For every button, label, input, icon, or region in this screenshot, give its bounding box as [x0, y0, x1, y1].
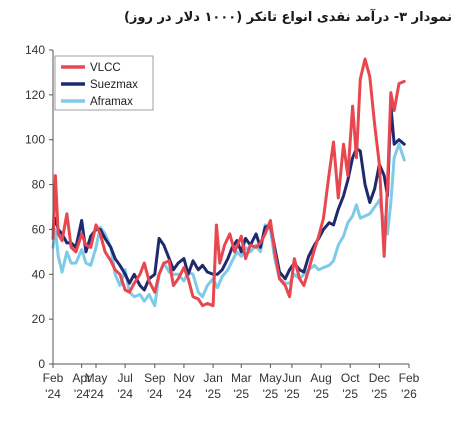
- axes: 0 20 40 60 80 100 120 140 Feb '24 Apr '24 May '24 Jul '…: [25, 43, 420, 401]
- x-tick-label: Jan: [203, 371, 222, 385]
- legend-label-suezmax: Suezmax: [90, 79, 138, 91]
- series-line-vlcc: [51, 57, 406, 308]
- y-tick-label: 0: [38, 357, 45, 371]
- x-tick-year-label: '24: [117, 387, 133, 401]
- x-tick-year-label: '25: [313, 387, 329, 401]
- x-tick-label: Jun: [282, 371, 301, 385]
- x-tick-label: May: [259, 371, 282, 385]
- y-tick-label: 140: [25, 43, 45, 57]
- x-tick-label: Apr: [72, 371, 91, 385]
- x-tick-label: Oct: [341, 371, 360, 385]
- x-tick-year-label: '25: [284, 387, 300, 401]
- x-tick-year-label: '24: [88, 387, 104, 401]
- x-tick-label: Jul: [117, 371, 132, 385]
- x-tick-year-label: '24: [147, 387, 163, 401]
- x-tick-label: Mar: [231, 371, 252, 385]
- x-tick-label: Feb: [43, 371, 64, 385]
- x-tick-label: May: [85, 371, 108, 385]
- x-tick-year-label: '26: [401, 387, 417, 401]
- series-line-suezmax: [51, 104, 406, 292]
- x-tick-year-label: '25: [205, 387, 221, 401]
- x-tick-year-label: '25: [372, 387, 388, 401]
- chart-title: نمودار ۳- درآمد نقدی انواع تانکر (۱۰۰۰ د…: [123, 10, 452, 25]
- y-tick-label: 20: [32, 312, 46, 326]
- legend: VLCC Suezmax Aframax: [54, 55, 154, 111]
- y-tick-label: 100: [25, 133, 45, 147]
- y-tick-label: 60: [32, 222, 46, 236]
- x-tick-label: Sep: [144, 371, 166, 385]
- legend-label-aframax: Aframax: [90, 96, 133, 108]
- x-tick-label: Nov: [173, 371, 194, 385]
- x-tick-year-label: '24: [74, 387, 90, 401]
- x-tick-label: Aug: [310, 371, 331, 385]
- x-tick-label: Feb: [399, 371, 420, 385]
- x-tick-year-label: '25: [342, 387, 358, 401]
- x-tick-label: Dec: [369, 371, 390, 385]
- y-tick-label: 120: [25, 88, 45, 102]
- plot-area: [51, 57, 406, 308]
- y-tick-label: 80: [32, 178, 46, 192]
- x-tick-year-label: '25: [263, 387, 279, 401]
- legend-label-vlcc: VLCC: [90, 62, 121, 74]
- x-tick-year-label: '25: [233, 387, 249, 401]
- x-tick-year-label: '24: [176, 387, 192, 401]
- x-tick-year-label: '24: [45, 387, 61, 401]
- y-tick-label: 40: [32, 267, 46, 281]
